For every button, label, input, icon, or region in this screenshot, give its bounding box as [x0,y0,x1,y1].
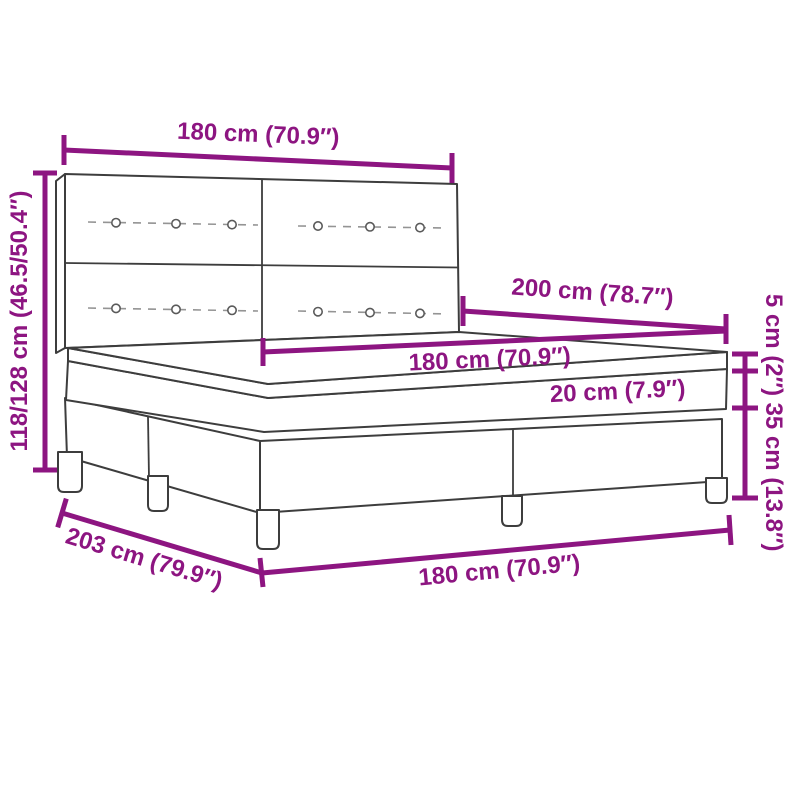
mattress-topper [67,331,728,399]
headboard-width-label: 180 cm (70.9″) [177,118,340,151]
headboard-side-edge [55,173,66,354]
bed-leg [147,475,169,512]
headboard-button [227,305,238,316]
dimension-line [261,527,731,576]
topper-top-surface [67,331,728,385]
headboard-button [171,304,182,315]
mattress-height-label: 20 cm (7.9″) [549,375,686,408]
bed-leg [256,509,280,550]
topper-height-label: 5 cm (2″) [760,294,787,396]
total-height-label: 118/128 cm (46.5/50.4″) [6,190,33,451]
headboard-button [227,219,238,230]
dimension-tick [257,557,266,588]
dimension-mattress-height: 20 cm (7.9″) [549,375,686,408]
headboard-buttons [111,217,425,319]
dimension-total-height: 118/128 cm (46.5/50.4″) [6,170,57,473]
headboard-button [312,221,323,232]
headboard [55,173,460,354]
dimension-line [462,308,727,332]
dimension-base-width: 180 cm (70.9″) [257,514,734,591]
dimension-headboard-width: 180 cm (70.9″) [61,118,455,183]
base-height-label: 35 cm (13.8″) [760,403,787,552]
headboard-horizontal-divider [64,262,460,269]
base-foot-face [259,418,723,514]
dimension-tick [726,514,734,546]
bed-leg [57,451,83,493]
headboard-button [171,218,182,229]
bed-leg [705,477,728,504]
dimension-line [262,328,727,355]
headboard-button [414,308,425,319]
headboard-button [364,221,375,232]
headboard-button [364,307,375,318]
dimension-line [63,147,453,171]
bed-length-label: 200 cm (78.7″) [511,274,675,312]
dimension-tick [55,497,69,529]
headboard-button [312,306,323,317]
headboard-button [111,217,122,228]
bed-leg [501,495,523,527]
total-length-label: 203 cm (79.9″) [63,523,226,595]
dimension-right-heights: 5 cm (2″) 35 cm (13.8″) [732,294,787,552]
headboard-button [414,222,425,233]
bed-legs [57,451,728,550]
base-left-panel-divider [147,416,150,479]
headboard-button [111,303,122,314]
dimension-total-length: 203 cm (79.9″) [55,497,263,595]
dimension-line [61,510,263,576]
